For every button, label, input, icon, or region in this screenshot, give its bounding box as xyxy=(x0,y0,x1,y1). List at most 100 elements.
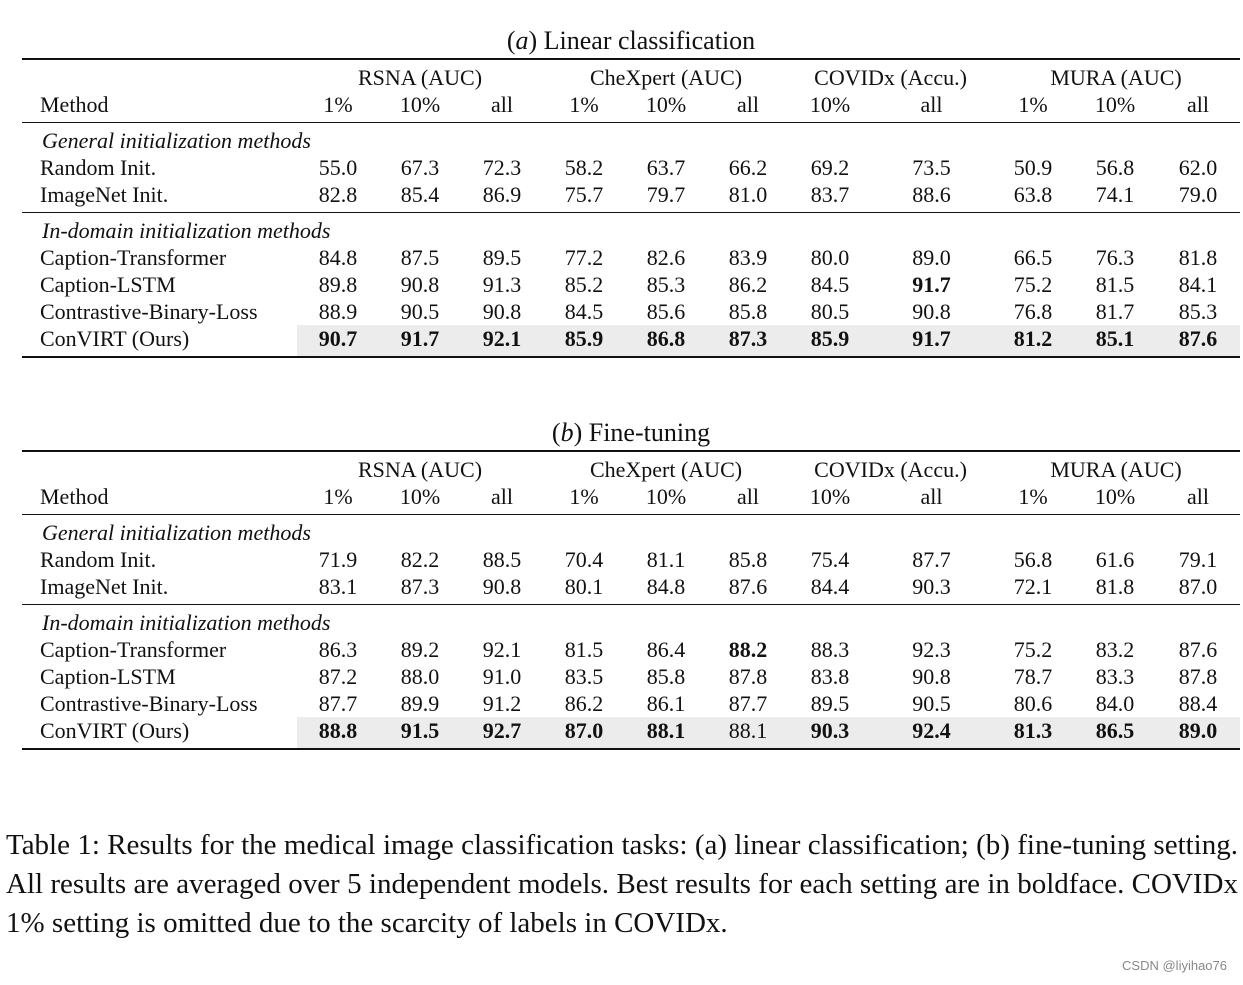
subheader: 10% xyxy=(399,92,441,117)
table-cell: 84.5 xyxy=(810,272,850,297)
table-cell: 61.6 xyxy=(1095,547,1135,572)
table-cell: 88.0 xyxy=(400,664,440,689)
table-cell: 91.0 xyxy=(482,664,522,689)
table-cell: 69.2 xyxy=(810,155,850,180)
table-cell: 91.2 xyxy=(482,691,522,716)
method-name: ConVIRT (Ours) xyxy=(22,717,297,750)
table-cell: 88.8 xyxy=(297,717,379,750)
group-header: COVIDx (Accu.) xyxy=(789,58,993,91)
table-cell: 83.8 xyxy=(810,664,850,689)
table-row: Caption-LSTM 89.8 90.8 91.3 85.2 85.3 86.2 84.5… xyxy=(22,271,1240,298)
subheader: all xyxy=(920,484,943,509)
table-cell: 87.8 xyxy=(1178,664,1218,689)
header-spacer xyxy=(22,450,297,483)
table-cell: 91.7 xyxy=(871,325,993,358)
table-cell: 75.2 xyxy=(1013,637,1053,662)
table-a-title: (a) Linear classification xyxy=(506,26,756,55)
table-cell: 72.1 xyxy=(1013,574,1053,599)
table-cell: 82.6 xyxy=(646,245,686,270)
table-cell: 81.0 xyxy=(728,182,768,207)
table-cell: 86.3 xyxy=(318,637,358,662)
table-cell: 88.1 xyxy=(707,717,790,750)
table-cell: 87.0 xyxy=(543,717,625,750)
table-cell: 87.0 xyxy=(1178,574,1218,599)
group-header: CheXpert (AUC) xyxy=(543,450,790,483)
table-cell: 85.2 xyxy=(564,272,604,297)
table-cell: 62.0 xyxy=(1178,155,1218,180)
section-header-row: General initialization methods xyxy=(22,122,1241,154)
table-cell: 90.8 xyxy=(482,574,522,599)
table-a: (a) Linear classification RSNA (AUC) CheX… xyxy=(22,24,1241,358)
table-cell: 87.2 xyxy=(318,664,358,689)
table-cell: 85.1 xyxy=(1074,325,1157,358)
subheader: all xyxy=(920,92,943,117)
table-cell: 86.9 xyxy=(482,182,522,207)
subheader: 10% xyxy=(399,484,441,509)
subheader: all xyxy=(1187,92,1210,117)
table-a-grid: RSNA (AUC) CheXpert (AUC) COVIDx (Accu.) MU… xyxy=(22,58,1241,358)
table-cell: 80.1 xyxy=(564,574,604,599)
table-cell: 85.8 xyxy=(728,547,768,572)
table-cell: 81.5 xyxy=(1095,272,1135,297)
table-cell: 79.0 xyxy=(1178,182,1218,207)
method-header: Method xyxy=(40,484,109,509)
table-cell: 83.7 xyxy=(810,182,850,207)
table-cell: 75.4 xyxy=(810,547,850,572)
table-cell: 63.7 xyxy=(646,155,686,180)
table-cell: 77.2 xyxy=(564,245,604,270)
table-row: Caption-Transformer 86.3 89.2 92.1 81.5 86.4 8… xyxy=(22,636,1240,663)
table-cell: 74.1 xyxy=(1095,182,1135,207)
table-cell: 72.3 xyxy=(482,155,522,180)
table-b: (b) Fine-tuning RSNA (AUC) CheXpert (AUC)… xyxy=(22,416,1241,750)
table-cell: 90.5 xyxy=(912,691,951,716)
subheader: 10% xyxy=(1094,92,1136,117)
table-cell: 85.4 xyxy=(400,182,440,207)
table-cell: 80.5 xyxy=(810,299,850,324)
table-cell: 86.1 xyxy=(646,691,686,716)
table-cell: 88.5 xyxy=(482,547,522,572)
group-header: MURA (AUC) xyxy=(992,450,1241,483)
subheader: all xyxy=(491,484,513,509)
section-title: General initialization methods xyxy=(22,514,1241,546)
table-cell: 92.4 xyxy=(871,717,993,750)
table-cell: 85.8 xyxy=(646,664,686,689)
method-name: Random Init. xyxy=(40,155,157,180)
table-a-label: a xyxy=(515,26,529,55)
subheader: 10% xyxy=(1094,484,1136,509)
table-cell: 81.7 xyxy=(1095,299,1135,324)
table-cell: 81.8 xyxy=(1095,574,1135,599)
table-cell: 90.8 xyxy=(912,299,951,324)
method-name: Contrastive-Binary-Loss xyxy=(40,299,258,324)
table-b-label: b xyxy=(560,418,574,447)
table-cell: 75.2 xyxy=(1013,272,1053,297)
table-cell: 82.8 xyxy=(318,182,358,207)
watermark: CSDN @liyihao76 xyxy=(1122,958,1227,973)
table-row: ConVIRT (Ours) 88.8 91.5 92.7 87.0 88.1 88.1 90… xyxy=(22,717,1241,750)
section-header-row: In-domain initialization methods xyxy=(22,604,1241,636)
table-cell: 91.7 xyxy=(379,325,461,358)
section-title: In-domain initialization methods xyxy=(22,604,1241,636)
table-cell: 85.8 xyxy=(728,299,768,324)
table-cell: 83.9 xyxy=(728,245,768,270)
subheader: 1% xyxy=(1018,484,1048,509)
method-name: Caption-LSTM xyxy=(40,664,176,689)
table-cell: 91.5 xyxy=(379,717,461,750)
method-name: ConVIRT (Ours) xyxy=(22,325,297,358)
subheader: 10% xyxy=(809,484,851,509)
table-cell: 50.9 xyxy=(1013,155,1053,180)
table-cell: 63.8 xyxy=(1013,182,1053,207)
table-cell: 85.3 xyxy=(646,272,686,297)
table-cell: 87.7 xyxy=(728,691,768,716)
table-cell: 87.8 xyxy=(728,664,768,689)
table-cell: 89.0 xyxy=(912,245,951,270)
table-cell: 90.8 xyxy=(482,299,522,324)
table-cell: 70.4 xyxy=(564,547,604,572)
subheader: 10% xyxy=(645,484,687,509)
method-name: Random Init. xyxy=(40,547,157,572)
table-cell: 88.3 xyxy=(810,637,850,662)
section-title: In-domain initialization methods xyxy=(22,212,1241,244)
table-cell: 86.8 xyxy=(625,325,707,358)
table-cell: 87.5 xyxy=(400,245,440,270)
table-cell: 84.8 xyxy=(318,245,358,270)
table-b-grid: RSNA (AUC) CheXpert (AUC) COVIDx (Accu.) MU… xyxy=(22,450,1241,750)
